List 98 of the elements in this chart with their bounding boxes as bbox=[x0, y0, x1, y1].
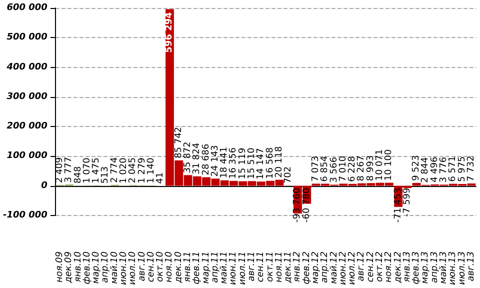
data-label: 3 566 bbox=[329, 156, 340, 183]
data-label: 3 776 bbox=[439, 156, 449, 183]
x-tick-label: сен.10 bbox=[146, 251, 156, 282]
x-tick-label: фев.12 bbox=[302, 251, 312, 284]
data-label: 848 bbox=[73, 166, 84, 184]
x-tick-label: апр.10 bbox=[100, 251, 111, 283]
y-tick-label: 600 000 bbox=[6, 3, 48, 13]
x-tick-label: июл.12 bbox=[348, 251, 358, 285]
x-tick-label: ноя.12 bbox=[384, 251, 394, 282]
data-label: 702 bbox=[284, 166, 294, 184]
data-label: 15 510 bbox=[247, 147, 258, 180]
data-label: -93 760 bbox=[292, 187, 303, 222]
data-label: 9 523 bbox=[412, 155, 422, 181]
x-tick-label: янв.13 bbox=[402, 251, 412, 282]
x-tick-label: май.10 bbox=[110, 251, 120, 284]
x-tick-label: окт.12 bbox=[375, 251, 386, 282]
data-label: 8 993 bbox=[366, 155, 376, 182]
data-label: 1 140 bbox=[146, 157, 156, 184]
x-tick-label: апр.13 bbox=[430, 251, 440, 283]
x-tick-label: авг.12 bbox=[356, 251, 367, 282]
x-tick-label: дек.12 bbox=[393, 251, 404, 284]
x-tick-label: июн.12 bbox=[338, 251, 348, 285]
x-tick-label: май.11 bbox=[220, 251, 230, 284]
data-label: 28 686 bbox=[201, 143, 212, 176]
x-tick-label: авг.10 bbox=[137, 251, 148, 282]
data-label: 18 441 bbox=[220, 146, 230, 178]
data-label: 24 143 bbox=[210, 145, 220, 177]
x-tick-label: авг.13 bbox=[466, 251, 476, 282]
x-tick-label: окт.11 bbox=[265, 251, 276, 282]
data-label: 15 119 bbox=[238, 148, 248, 180]
data-label: 35 872 bbox=[183, 142, 194, 174]
data-label: 5 975 bbox=[457, 156, 468, 182]
x-tick-label: фев.13 bbox=[412, 251, 422, 284]
y-tick-label: 400 000 bbox=[6, 62, 48, 72]
x-tick-label: мар.11 bbox=[201, 251, 212, 284]
x-tick-label: янв.12 bbox=[292, 251, 303, 282]
x-tick-label: дек.09 bbox=[64, 251, 74, 284]
x-tick-label: сен.11 bbox=[256, 251, 266, 282]
data-label: 2 844 bbox=[420, 156, 431, 183]
data-label: 41 bbox=[156, 172, 166, 184]
data-label: -7 599 bbox=[402, 187, 412, 217]
x-tick-label: апр.12 bbox=[320, 251, 330, 283]
data-label: 6 854 bbox=[320, 156, 330, 182]
data-label: 10 100 bbox=[384, 148, 394, 181]
data-label: 7 732 bbox=[466, 156, 476, 182]
x-tick-label: фев.11 bbox=[192, 251, 202, 284]
y-tick-label: 500 000 bbox=[6, 32, 48, 43]
x-tick-label: мар.13 bbox=[420, 251, 431, 284]
x-tick-label: июл.13 bbox=[457, 251, 468, 285]
y-tick-label: 0 bbox=[41, 180, 48, 191]
y-tick-label: -100 000 bbox=[2, 210, 48, 220]
data-label: 1 070 bbox=[82, 157, 92, 184]
x-tick-label: окт.10 bbox=[156, 251, 166, 282]
x-tick-label: мар.10 bbox=[92, 251, 102, 284]
x-tick-label: июл.11 bbox=[238, 251, 248, 285]
x-tick-label: ноя.09 bbox=[55, 251, 66, 282]
x-tick-label: май.13 bbox=[439, 251, 449, 284]
x-tick-label: сен.12 bbox=[366, 251, 376, 282]
x-tick-label: июн.13 bbox=[448, 251, 458, 285]
data-label: 14 147 bbox=[256, 148, 266, 180]
x-tick-label: мар.12 bbox=[311, 251, 322, 284]
data-label: 2 774 bbox=[110, 156, 120, 183]
data-label: 10 071 bbox=[375, 149, 386, 181]
data-label: 16 356 bbox=[228, 147, 239, 179]
x-tick-label: фев.10 bbox=[82, 251, 92, 284]
data-label: 8 267 bbox=[356, 156, 367, 182]
data-label: 6 571 bbox=[448, 156, 458, 182]
y-tick-label: 300 000 bbox=[6, 92, 48, 102]
y-tick-label: 100 000 bbox=[6, 151, 48, 162]
data-label: 85 742 bbox=[174, 126, 184, 158]
data-label: -60 780 bbox=[302, 187, 312, 222]
x-tick-label: май.12 bbox=[329, 251, 340, 284]
x-tick-label: авг.11 bbox=[247, 251, 258, 282]
x-tick-label: янв.11 bbox=[183, 251, 194, 282]
x-tick-label: ноя.11 bbox=[274, 251, 284, 282]
data-label: 2 045 bbox=[128, 157, 138, 184]
x-tick-label: дек.10 bbox=[174, 251, 184, 284]
data-label: 6 228 bbox=[348, 156, 358, 182]
data-label: 7 010 bbox=[338, 156, 348, 182]
data-label: 3 777 bbox=[64, 156, 74, 183]
x-tick-label: янв.10 bbox=[73, 251, 84, 282]
x-tick-label: июн.11 bbox=[228, 251, 239, 285]
x-tick-label: июн.10 bbox=[119, 251, 130, 285]
data-label: 7 073 bbox=[311, 156, 322, 182]
x-tick-label: апр.11 bbox=[210, 251, 220, 283]
data-label: 4 496 bbox=[430, 156, 440, 182]
data-label: 16 568 bbox=[265, 147, 276, 179]
x-tick-label: дек.11 bbox=[284, 251, 294, 284]
data-label: 31 824 bbox=[192, 142, 202, 174]
x-tick-label: июл.10 bbox=[128, 251, 138, 285]
y-tick-label: 200 000 bbox=[6, 122, 48, 132]
data-label: 513 bbox=[100, 166, 111, 184]
x-tick-label: ноя.10 bbox=[164, 251, 175, 282]
data-label: 1 279 bbox=[137, 157, 148, 184]
data-label: 1 020 bbox=[119, 157, 130, 184]
data-label: 20 118 bbox=[274, 146, 284, 178]
data-label: 1 475 bbox=[92, 158, 102, 184]
data-label: -71 453 bbox=[393, 188, 404, 222]
